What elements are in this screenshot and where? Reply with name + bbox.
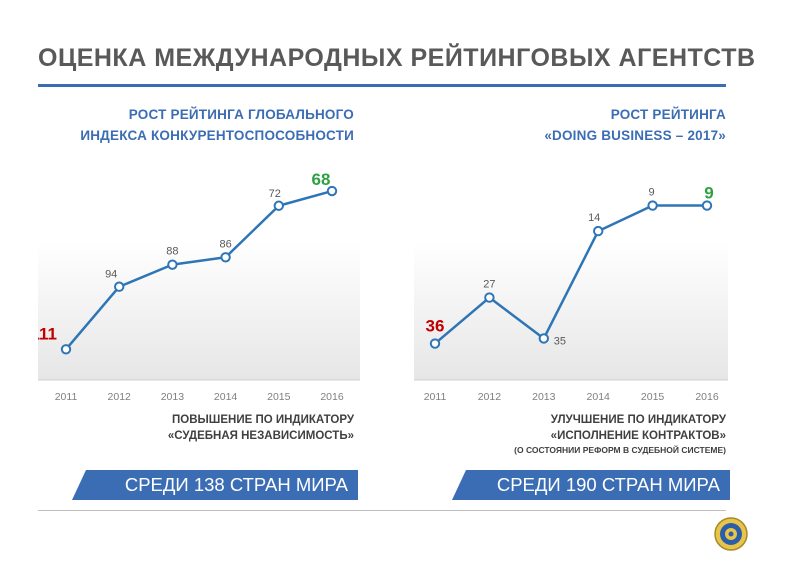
right-label-2013: 35 <box>554 335 566 347</box>
right-point-2013 <box>538 333 550 344</box>
right-label-2015: 9 <box>649 187 655 199</box>
left-point-2012 <box>114 281 125 292</box>
right-plot-background <box>414 242 728 380</box>
left-tick-2016: 2016 <box>320 391 344 403</box>
left-banner: СРЕДИ 138 СТРАН МИРА <box>72 470 358 500</box>
left-label-2012: 94 <box>105 269 117 281</box>
left-heading-line-1: РОСТ РЕЙТИНГА ГЛОБАЛЬНОГО <box>128 107 354 122</box>
left-plot-background <box>38 242 360 380</box>
right-point-2016 <box>701 200 713 211</box>
right-point-2011 <box>429 338 441 349</box>
left-tick-2011: 2011 <box>55 391 78 403</box>
left-point-2013 <box>167 259 178 270</box>
left-point-2011 <box>60 344 72 355</box>
left-tick-2014: 2014 <box>214 391 238 403</box>
right-note-line-1: УЛУЧШЕНИЕ ПО ИНДИКАТОРУ <box>550 414 726 426</box>
right-banner: СРЕДИ 190 СТРАН МИРА <box>452 470 730 500</box>
title-divider <box>38 84 726 87</box>
left-indicator-note: ПОВЫШЕНИЕ ПО ИНДИКАТОРУ «СУДЕБНАЯ НЕЗАВИ… <box>34 412 354 444</box>
right-point-2014 <box>593 225 604 237</box>
right-tick-2013: 2013 <box>532 391 556 403</box>
left-note-line-2: «СУДЕБНАЯ НЕЗАВИСИМОСТЬ» <box>167 430 354 442</box>
left-tick-2013: 2013 <box>161 391 185 403</box>
emblem-icon <box>714 517 748 551</box>
right-tick-2015: 2015 <box>641 391 665 403</box>
right-label-2016: 9 <box>704 184 713 203</box>
right-note-small: (О СОСТОЯНИИ РЕФОРМ В СУДЕБНОЙ СИСТЕМЕ) <box>514 445 726 455</box>
page-title: ОЦЕНКА МЕЖДУНАРОДНЫХ РЕЙТИНГОВЫХ АГЕНТСТ… <box>38 44 756 72</box>
right-point-2015 <box>647 200 658 211</box>
right-label-2014: 14 <box>588 212 600 224</box>
right-indicator-note: УЛУЧШЕНИЕ ПО ИНДИКАТОРУ «ИСПОЛНЕНИЕ КОНТ… <box>406 412 726 456</box>
left-label-2016: 68 <box>312 170 331 189</box>
right-heading-line-1: РОСТ РЕЙТИНГА <box>610 107 726 122</box>
left-point-2016 <box>326 185 338 197</box>
left-label-2013: 88 <box>166 246 178 258</box>
right-note-line-2: «ИСПОЛНЕНИЕ КОНТРАКТОВ» <box>550 430 726 442</box>
right-tick-2014: 2014 <box>587 391 611 403</box>
right-chart-heading: РОСТ РЕЙТИНГА «DOING BUSINESS – 2017» <box>396 104 726 146</box>
right-rating-chart: 2011 36 2012 27 2013 35 2014 14 2015 9 2016 9 <box>414 184 728 403</box>
left-point-2015 <box>273 200 285 211</box>
left-chart-heading: РОСТ РЕЙТИНГА ГЛОБАЛЬНОГО ИНДЕКСА КОНКУР… <box>24 104 354 146</box>
right-tick-2011: 2011 <box>424 391 447 403</box>
left-tick-2012: 2012 <box>108 391 132 403</box>
left-tick-2015: 2015 <box>267 391 291 403</box>
left-rating-chart: 2011 111 2012 94 2013 88 2014 86 2015 72 2016 68 <box>38 170 360 403</box>
left-heading-line-2: ИНДЕКСА КОНКУРЕНТОСПОСОБНОСТИ <box>80 128 354 143</box>
right-tick-2016: 2016 <box>695 391 719 403</box>
left-point-2014 <box>220 252 231 263</box>
right-series-line <box>434 204 707 345</box>
right-label-2012: 27 <box>483 279 495 291</box>
right-tick-2012: 2012 <box>478 391 502 403</box>
right-heading-line-2: «DOING BUSINESS – 2017» <box>544 128 726 143</box>
bottom-divider <box>38 510 726 511</box>
left-label-2014: 86 <box>219 238 231 250</box>
left-note-line-1: ПОВЫШЕНИЕ ПО ИНДИКАТОРУ <box>172 414 354 426</box>
right-point-2012 <box>484 292 495 303</box>
left-label-2015: 72 <box>269 188 281 200</box>
left-label-2011: 111 <box>38 324 57 343</box>
left-series-line <box>65 189 333 351</box>
right-label-2011: 36 <box>426 317 445 336</box>
